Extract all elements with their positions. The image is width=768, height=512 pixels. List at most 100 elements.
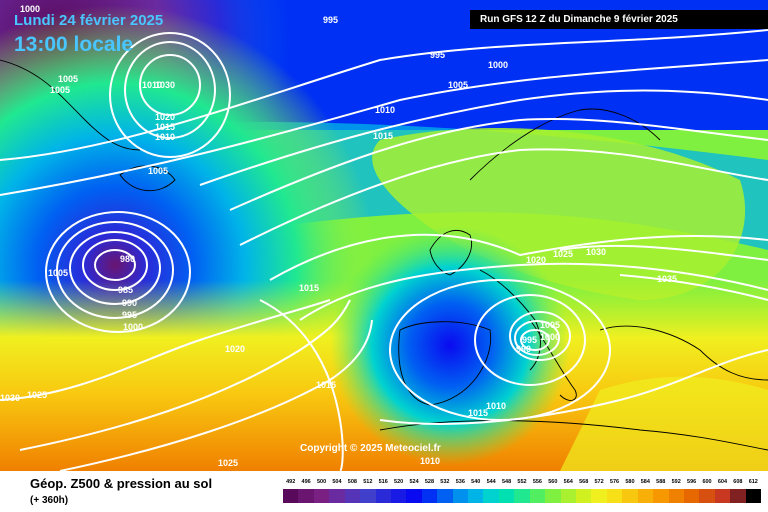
uk-coast [429,230,472,276]
label-995-italy: 995 [522,335,537,345]
label-990-low: 990 [122,298,137,308]
color-scale-label: 560 [548,479,558,485]
color-scale-labels: 492 496 500 504 508 512 516 520 524 528 532 536 540 5… [283,479,761,489]
isobar-1025-europe [299,262,768,321]
color-scale-label: 584 [640,479,650,485]
label-1010-africa: 1010 [420,456,440,466]
africa-coast [379,420,768,451]
label-1025-europe: 1025 [553,249,573,259]
color-scale-swatch [406,489,422,503]
color-scale-swatch [529,489,546,503]
color-scale-label: 504 [332,479,342,485]
color-scale-swatch [452,489,469,503]
label-1005-iceland-2: 1005 [50,85,70,95]
color-scale-label: 580 [625,479,635,485]
balkans-coast [599,325,768,381]
color-scale-label: 604 [717,479,728,485]
color-scale-swatch [683,489,700,503]
color-scale-swatch [514,489,530,503]
isobar-1015-med [379,349,768,425]
color-scale-swatch [329,489,345,503]
color-scale-swatch [745,489,762,503]
east-med-field [560,376,768,471]
isobars [0,29,768,471]
label-1010-high: 1010 [142,80,162,90]
label-1025-azores: 1025 [27,390,47,400]
label-985-low: 985 [118,285,133,295]
color-scale-swatch [498,489,515,503]
color-scale-label: 532 [440,479,450,485]
color-scale-label: 492 [286,479,296,485]
weather-map: 1000 995 1005 1005 1010 1030 1020 1015 1… [0,0,768,471]
color-scale-swatch [545,489,561,503]
label-1000-north: 1000 [488,60,508,70]
label-995-top: 995 [323,15,338,25]
isobar-1015-north [239,148,768,246]
color-scale-label: 572 [594,479,604,485]
color-scale-swatch [699,489,715,503]
label-1020-atlantic-south: 1020 [225,344,245,354]
isobar-1020-europe [269,233,768,281]
color-scale-label: 536 [455,479,465,485]
isobar-995-italy [514,320,560,356]
forecast-local-time: 13:00 locale [14,33,134,56]
color-scale-label: 544 [486,479,496,485]
color-scale-swatch [560,489,577,503]
color-scale-swatch [714,489,731,503]
isobar-995 [56,221,174,319]
color-scale-label: 516 [378,479,388,485]
label-980-low: 980 [120,254,135,264]
label-1030-high: 1030 [155,80,175,90]
isobar-1005-italy [474,294,586,386]
map-canvas: 1000 995 1005 1005 1010 1030 1020 1015 1… [0,0,768,471]
color-scale-swatch [622,489,638,503]
color-scale-swatch [298,489,314,503]
label-1000-top-left: 1000 [20,4,40,14]
copyright-notice: Copyright © 2025 Meteociel.fr [300,443,441,454]
iceland-coast [119,165,176,192]
color-scale-swatch [313,489,330,503]
isobar-985 [82,239,148,291]
iberia-coast [398,321,492,406]
isobar-1010-high [109,32,231,158]
color-scale-label: 596 [687,479,697,485]
isobar-980 [94,249,136,281]
color-scale-label: 556 [532,479,542,485]
isobar-labels: 1000 995 1005 1005 1010 1030 1020 1015 1… [0,4,677,468]
color-scale-swatch [653,489,669,503]
color-scale-label: 500 [316,479,327,485]
label-995-low: 995 [122,310,137,320]
color-scale-label: 524 [409,479,419,485]
isobar-1030-europe [559,244,768,261]
color-scale-swatch [468,489,484,503]
label-1025-south: 1025 [218,458,238,468]
color-scale-swatch [375,489,391,503]
label-1030-far-west: 1030 [0,393,20,403]
isobar-1015-atlantic [259,299,344,471]
color-scale-label: 552 [517,479,527,485]
label-1005-greenland-south: 1005 [148,166,168,176]
isobar-1025-south [59,319,373,471]
greenland-coast [0,59,141,151]
isobar-1020-high [124,41,216,139]
label-1005-low-west: 1005 [48,268,68,278]
color-scale-swatch [668,489,684,503]
color-scale-swatch [283,489,299,503]
legend-subtitle: (+ 360h) [30,495,69,506]
color-scale-label: 608 [733,479,743,485]
color-scale-swatch [421,489,438,503]
color-scale-label: 588 [656,479,666,485]
isobar-1030-high [139,54,201,116]
color-scale-label: 612 [748,479,758,485]
isobar-1020-south [19,299,351,451]
color-scale-swatch [591,489,607,503]
color-scale-label: 528 [424,479,435,485]
label-1020-europe: 1020 [526,255,546,265]
color-scale-bar [283,489,762,503]
isobar-1000 [45,211,191,333]
isobar-990 [69,231,161,305]
isobar-1025-azores [0,299,331,401]
label-1000-italy: 1000 [540,332,560,342]
label-995-north: 995 [430,50,445,60]
